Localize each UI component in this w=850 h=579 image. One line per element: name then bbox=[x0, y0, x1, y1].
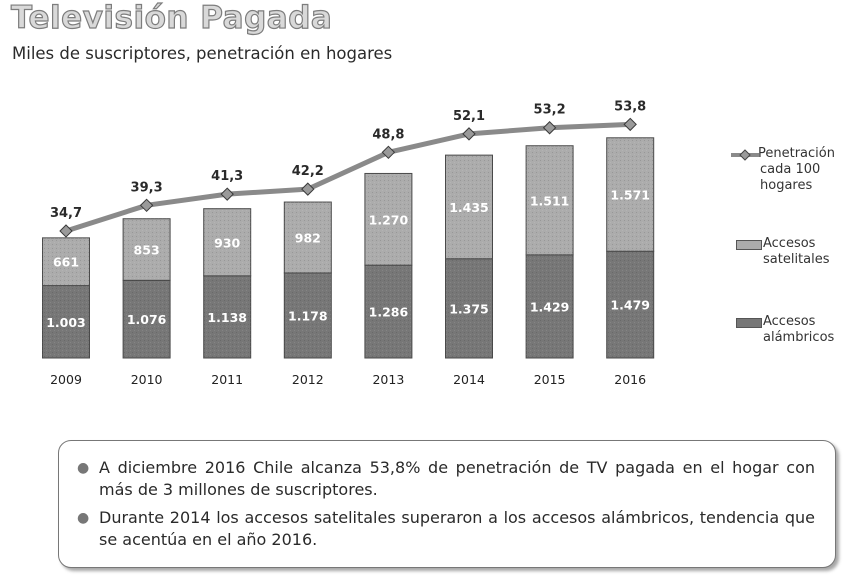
penetration-line bbox=[65, 121, 631, 234]
x-tick-label: 2011 bbox=[211, 372, 243, 387]
note-item: ● Durante 2014 los accesos satelitales s… bbox=[77, 507, 815, 551]
bar-alambricos-label: 1.375 bbox=[449, 301, 489, 316]
bullet-icon: ● bbox=[77, 510, 90, 526]
legend-penetracion: Penetración cada 100 hogares bbox=[730, 146, 840, 198]
penetration-marker bbox=[462, 127, 476, 141]
penetration-label: 41,3 bbox=[211, 169, 243, 184]
bar-alambricos-label: 1.076 bbox=[127, 312, 167, 327]
bar-alambricos-texture bbox=[445, 258, 493, 358]
bar-alambricos-texture bbox=[123, 280, 171, 358]
penetration-marker bbox=[542, 121, 557, 135]
penetration-line-layer: 34,7 39,3 41,3 42,2 48,8 52,1 53,2 53,8 bbox=[50, 99, 646, 238]
x-tick-label: 2014 bbox=[453, 372, 485, 387]
bar-satelitales-texture bbox=[364, 173, 412, 266]
bar-satelitales-label: 1.435 bbox=[449, 200, 489, 215]
bar-satelitales-label: 1.270 bbox=[369, 212, 409, 227]
bar-alambricos-texture bbox=[606, 251, 654, 358]
bar-satelitales-label: 982 bbox=[295, 230, 321, 245]
legend-penetracion-line1: Penetración bbox=[758, 146, 835, 161]
penetration-marker bbox=[623, 117, 637, 132]
bar-alambricos-texture bbox=[526, 254, 574, 358]
note-item: ● A diciembre 2016 Chile alcanza 53,8% d… bbox=[77, 457, 815, 501]
penetration-label: 48,8 bbox=[372, 127, 404, 142]
bar-alambricos-texture bbox=[284, 272, 332, 358]
stacked-bar-line-chart: 1.003 661 1.076 853 1.138 930 1.178 982 1.286 1.2… bbox=[42, 99, 655, 387]
penetration-label: 53,2 bbox=[534, 103, 566, 118]
bar-alambricos-texture bbox=[42, 285, 90, 358]
notes-box: ● A diciembre 2016 Chile alcanza 53,8% d… bbox=[58, 440, 836, 568]
bar-satelitales-texture bbox=[606, 137, 654, 252]
bar-satelitales-texture bbox=[445, 155, 493, 259]
legend-satelitales-line1: Accesos bbox=[763, 236, 816, 251]
bullet-icon: ● bbox=[77, 460, 90, 476]
x-axis: 2009 2010 2011 2012 2013 2014 2015 2016 bbox=[50, 372, 646, 387]
legend-penetracion-line2: cada 100 bbox=[760, 162, 821, 177]
bar-satelitales-texture bbox=[203, 208, 251, 276]
legend-alambricos-line1: Accesos bbox=[763, 314, 816, 329]
bar-alambricos-label: 1.178 bbox=[288, 308, 328, 323]
penetration-marker bbox=[139, 198, 154, 213]
legend-alambricos-line2: alámbricos bbox=[763, 330, 835, 345]
legend-line-icon bbox=[731, 149, 759, 161]
x-tick-label: 2010 bbox=[131, 372, 163, 387]
bar-satelitales-label: 661 bbox=[53, 255, 79, 270]
bar-alambricos-label: 1.138 bbox=[207, 310, 247, 325]
penetration-label: 39,3 bbox=[131, 180, 163, 195]
bar-satelitales-label: 1.511 bbox=[530, 193, 570, 208]
note-text: A diciembre 2016 Chile alcanza 53,8% de … bbox=[99, 458, 815, 499]
penetration-label: 52,1 bbox=[453, 109, 485, 124]
bar-satelitales-texture bbox=[526, 145, 574, 255]
legend-penetracion-line3: hogares bbox=[760, 178, 813, 193]
legend-alambricos: Accesos alámbricos bbox=[736, 314, 836, 348]
x-tick-label: 2015 bbox=[534, 372, 566, 387]
legend-satelitales-line2: satelitales bbox=[763, 252, 830, 267]
penetration-label: 53,8 bbox=[614, 99, 646, 114]
penetration-marker bbox=[301, 182, 315, 196]
x-tick-label: 2012 bbox=[292, 372, 324, 387]
bar-satelitales-texture bbox=[284, 202, 332, 273]
x-tick-label: 2009 bbox=[50, 372, 82, 387]
bar-satelitales-label: 1.571 bbox=[610, 188, 650, 203]
bars-layer: 1.003 661 1.076 853 1.138 930 1.178 982 1.286 1.2… bbox=[42, 137, 655, 359]
bar-alambricos-label: 1.003 bbox=[46, 315, 86, 330]
bar-alambricos-label: 1.286 bbox=[369, 305, 409, 320]
note-text: Durante 2014 los accesos satelitales sup… bbox=[99, 508, 815, 549]
bar-satelitales-label: 853 bbox=[134, 243, 160, 258]
bar-alambricos-texture bbox=[364, 265, 412, 358]
legend-alambricos-swatch bbox=[736, 318, 762, 328]
bar-alambricos-label: 1.479 bbox=[610, 298, 650, 313]
bar-satelitales-label: 930 bbox=[214, 235, 240, 250]
penetration-marker bbox=[381, 145, 396, 160]
chart-subtitle: Miles de suscriptores, penetración en ho… bbox=[12, 44, 393, 63]
penetration-marker bbox=[59, 224, 73, 238]
bar-satelitales-texture bbox=[123, 218, 171, 281]
legend-satelitales-swatch bbox=[736, 240, 762, 250]
bar-satelitales-texture bbox=[42, 237, 90, 286]
x-tick-label: 2016 bbox=[614, 372, 646, 387]
penetration-label: 34,7 bbox=[50, 206, 82, 221]
chart-title: Televisión Pagada bbox=[10, 0, 333, 37]
penetration-label: 42,2 bbox=[292, 164, 324, 179]
penetration-marker bbox=[220, 187, 234, 201]
bar-alambricos-label: 1.429 bbox=[530, 299, 570, 314]
bar-alambricos-texture bbox=[203, 275, 251, 358]
legend-satelitales: Accesos satelitales bbox=[736, 236, 836, 270]
x-tick-label: 2013 bbox=[372, 372, 404, 387]
